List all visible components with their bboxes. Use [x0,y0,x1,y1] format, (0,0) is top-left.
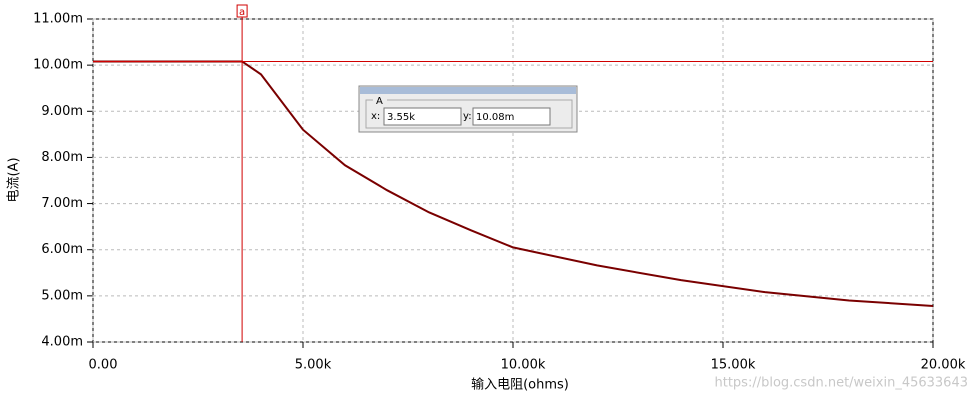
cursor-title-bg [373,96,387,106]
cursor-box-header [360,87,576,94]
cursor-x-field [383,107,462,126]
cursor-title: A [376,96,383,107]
x-tick-label: 15.00k [711,358,756,373]
cursor-x-value: 3.55k [387,112,415,123]
x-tick-label: 10.00k [501,358,546,373]
y-tick-label: 7.00m [41,196,83,211]
cursor-x-label: x: [371,111,380,122]
cursor-group [365,99,573,129]
x-tick-label: 0.00 [89,358,118,373]
y-tick-label: 8.00m [41,150,83,165]
y-tick-label: 5.00m [41,288,83,303]
cursor-y-label: y: [463,111,472,122]
x-tick-label: 20.00k [921,358,966,373]
plot-frame [92,18,934,343]
cursor-y-value: 10.08m [476,112,514,123]
cursor-marker: a [239,7,245,18]
y-tick-label: 9.00m [41,104,83,119]
x-tick-label: 5.00k [295,358,332,373]
y-tick-label: 10.00m [33,58,83,73]
y-axis-label: 电流(A) [7,157,22,202]
y-tick-label: 4.00m [41,335,83,350]
cursor-box: A x: 3.55k y: 10.08m [358,85,578,133]
watermark: https://blog.csdn.net/weixin_45633643 [714,376,968,391]
cursor-y-field [472,107,551,126]
y-tick-label: 11.00m [33,12,83,27]
x-axis-label: 输入电阻(ohms) [471,377,569,393]
cursor-marker-box [236,4,248,18]
y-tick-label: 6.00m [41,242,83,257]
line [93,60,934,308]
